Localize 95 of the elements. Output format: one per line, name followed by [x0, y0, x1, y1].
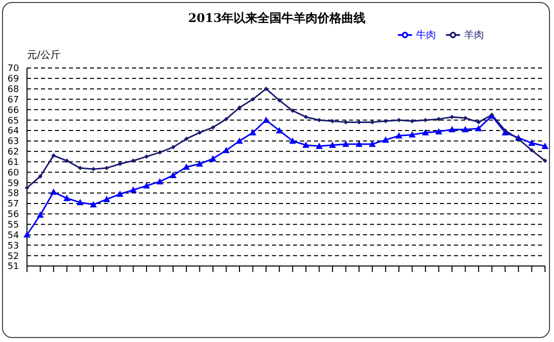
legend-label: 牛肉 — [416, 30, 436, 41]
point — [370, 120, 375, 124]
y-tick-label: 57 — [8, 200, 19, 210]
y-tick-label: 64 — [8, 126, 20, 137]
point — [423, 118, 428, 122]
point — [304, 114, 308, 120]
point — [289, 137, 296, 144]
y-tick-label: 60 — [8, 168, 20, 178]
point — [158, 150, 162, 155]
point — [197, 130, 202, 135]
point — [170, 172, 177, 178]
y-tick-label: 69 — [8, 74, 20, 85]
point — [78, 166, 82, 170]
y-tick-label: 68 — [8, 85, 20, 96]
point — [395, 132, 402, 139]
point — [24, 186, 30, 190]
y-axis-title: 元/公斤 — [27, 49, 60, 62]
point — [475, 124, 482, 132]
point — [143, 182, 150, 189]
y-tick-label: 55 — [8, 220, 19, 231]
point — [209, 155, 216, 162]
point — [50, 188, 58, 195]
point — [91, 166, 96, 172]
point — [237, 105, 242, 110]
point — [276, 127, 283, 134]
y-tick-label: 59 — [8, 178, 20, 189]
point — [410, 118, 414, 124]
point — [356, 140, 363, 147]
point — [382, 136, 390, 143]
y-tick-label: 70 — [8, 64, 20, 74]
y-tick-label: 67 — [8, 95, 19, 106]
point — [502, 128, 508, 133]
point — [462, 126, 469, 132]
point — [435, 128, 442, 134]
point — [344, 120, 348, 124]
point — [36, 211, 44, 218]
point — [103, 196, 110, 202]
point — [24, 231, 30, 238]
point — [542, 142, 548, 149]
line-series — [24, 86, 548, 190]
point — [316, 142, 323, 149]
point — [131, 158, 136, 163]
point — [463, 116, 468, 120]
y-tick-label: 62 — [8, 148, 19, 158]
point — [224, 116, 228, 122]
point — [249, 129, 256, 136]
point — [51, 153, 56, 158]
point — [38, 174, 42, 179]
point — [156, 178, 164, 184]
y-tick-label: 51 — [8, 262, 19, 272]
point — [64, 158, 70, 163]
point — [317, 118, 322, 122]
point — [184, 136, 189, 142]
point — [116, 190, 124, 197]
y-tick-label: 61 — [8, 158, 19, 168]
point — [250, 97, 255, 102]
y-tick-label: 53 — [8, 241, 19, 252]
y-tick-label: 63 — [8, 137, 19, 148]
point — [277, 98, 282, 103]
point — [302, 142, 310, 148]
point — [144, 154, 149, 159]
point — [516, 136, 521, 142]
point — [528, 140, 536, 146]
legend-label: 羊肉 — [464, 30, 484, 41]
y-tick-label: 66 — [8, 106, 20, 116]
y-tick-label: 54 — [8, 230, 20, 241]
point — [118, 162, 122, 166]
point — [210, 125, 216, 130]
point — [196, 160, 204, 167]
point — [222, 146, 230, 154]
point — [262, 116, 270, 123]
point — [236, 137, 244, 144]
point — [182, 164, 190, 170]
point — [450, 114, 454, 120]
point — [422, 129, 429, 136]
point — [264, 86, 268, 92]
chart-title: 2013年以来全国牛羊肉价格曲线 — [187, 10, 367, 27]
point — [530, 148, 534, 153]
point — [476, 120, 481, 124]
point — [448, 126, 456, 132]
point — [436, 116, 441, 122]
point — [63, 194, 70, 202]
point — [90, 201, 97, 208]
point — [130, 186, 137, 193]
y-tick-label: 65 — [8, 116, 19, 126]
y-tick-label: 52 — [8, 252, 19, 262]
point — [76, 198, 84, 206]
point — [328, 142, 336, 148]
y-tick-label: 56 — [8, 210, 20, 220]
point — [408, 131, 416, 138]
point — [342, 140, 350, 147]
point — [368, 140, 376, 147]
point — [290, 108, 295, 113]
y-tick-label: 58 — [8, 189, 20, 200]
point — [170, 145, 176, 150]
